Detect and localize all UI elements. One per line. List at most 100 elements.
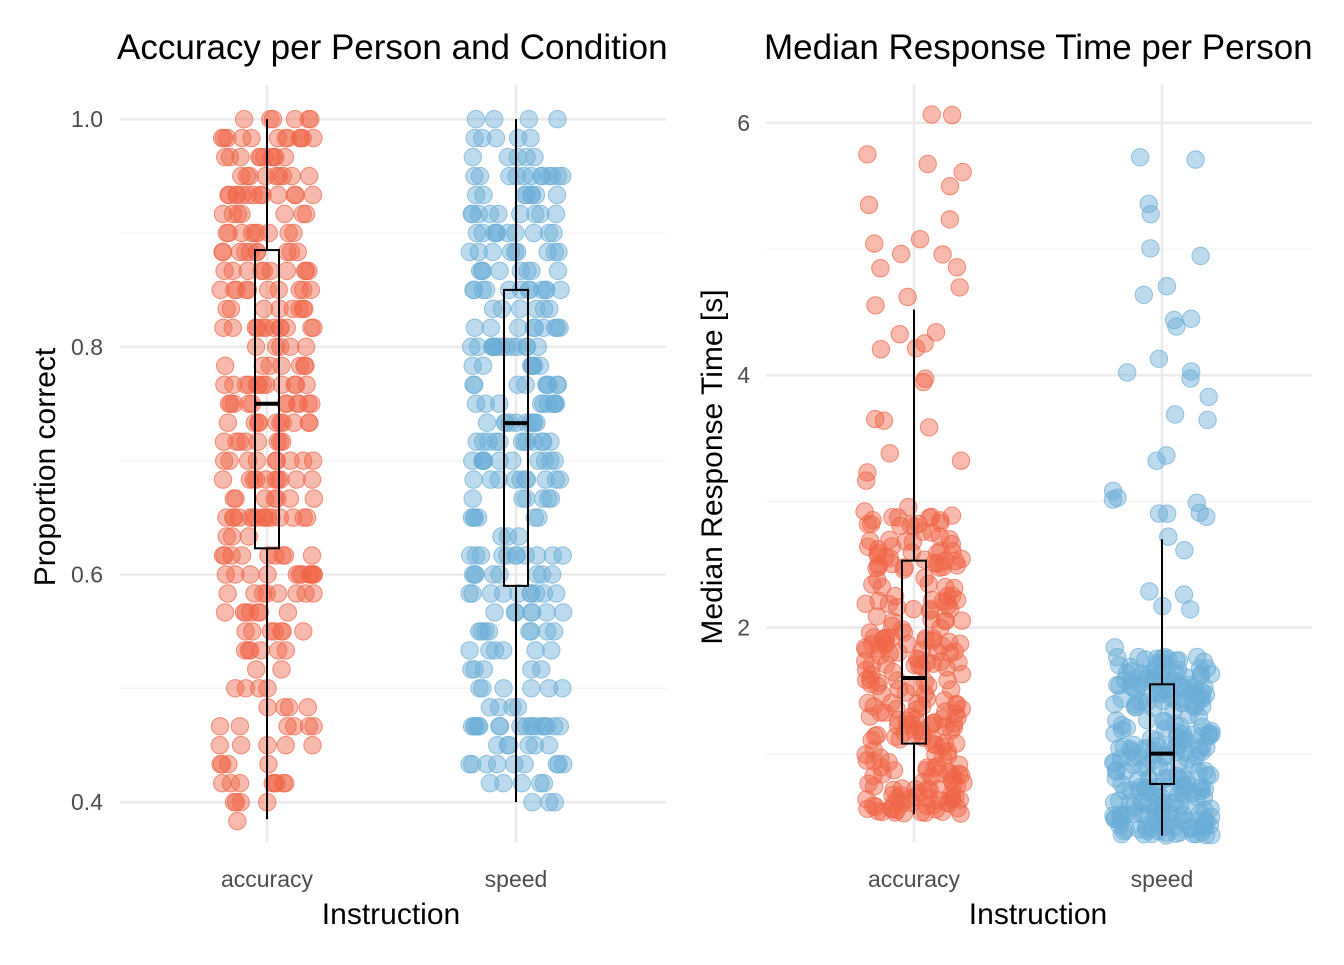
data-point-accuracy — [938, 742, 958, 761]
data-point-speed — [1183, 784, 1202, 803]
data-point-speed — [490, 261, 509, 281]
data-point-speed — [526, 185, 546, 205]
data-point-accuracy — [875, 548, 895, 567]
data-point-speed — [461, 546, 480, 565]
data-point-accuracy — [239, 527, 259, 546]
data-point-accuracy — [857, 471, 876, 490]
data-point-speed — [486, 432, 506, 451]
x-tick-label: speed — [485, 866, 548, 892]
data-point-accuracy — [273, 166, 293, 186]
data-point-accuracy — [251, 641, 270, 660]
data-point-speed — [1169, 784, 1189, 803]
data-point-speed — [469, 204, 488, 224]
data-point-accuracy — [272, 375, 291, 394]
data-point-accuracy — [892, 794, 912, 813]
data-point-accuracy — [217, 299, 236, 319]
data-point-speed — [473, 128, 492, 148]
data-point-speed — [517, 470, 537, 489]
data-point-speed — [553, 166, 572, 186]
data-point-accuracy — [278, 603, 298, 622]
data-point-speed — [470, 679, 489, 698]
data-point-speed — [1158, 504, 1177, 523]
data-point-speed — [1157, 446, 1176, 465]
data-point-accuracy — [880, 444, 899, 463]
data-point-accuracy — [276, 641, 295, 660]
data-point-accuracy — [299, 394, 318, 413]
data-point-speed — [1181, 369, 1200, 388]
data-point-accuracy — [242, 128, 261, 148]
data-point-speed — [1110, 656, 1129, 675]
data-point-accuracy — [923, 590, 942, 610]
data-point-speed — [532, 394, 551, 413]
data-point-accuracy — [298, 698, 317, 717]
data-point-accuracy — [946, 552, 965, 571]
data-point-accuracy — [863, 634, 882, 654]
data-point-speed — [488, 736, 507, 755]
data-point-accuracy — [221, 394, 241, 413]
y-tick-labels: 0.4 0.6 0.8 1.0 — [71, 106, 103, 815]
data-point-speed — [1154, 711, 1173, 731]
data-point-accuracy — [290, 356, 310, 375]
data-point-speed — [500, 166, 519, 186]
data-point-accuracy — [906, 339, 926, 358]
data-point-accuracy — [231, 147, 250, 167]
data-point-speed — [1191, 246, 1210, 266]
data-point-speed — [487, 337, 507, 356]
data-point-speed — [536, 280, 556, 300]
data-point-accuracy — [218, 413, 238, 432]
data-point-accuracy — [215, 261, 234, 281]
data-point-speed — [484, 565, 503, 584]
data-point-accuracy — [217, 508, 236, 527]
data-point-accuracy — [247, 660, 266, 679]
data-point-accuracy — [241, 603, 260, 622]
data-point-accuracy — [224, 375, 243, 394]
data-point-speed — [1146, 659, 1166, 678]
data-point-accuracy — [273, 432, 292, 451]
data-point-accuracy — [914, 372, 933, 392]
data-point-speed — [476, 394, 495, 413]
data-point-accuracy — [915, 568, 934, 588]
data-point-speed — [1193, 778, 1212, 797]
data-point-speed — [1159, 768, 1178, 788]
data-point-speed — [466, 546, 486, 565]
data-point-speed — [515, 755, 534, 774]
data-point-accuracy — [940, 210, 959, 229]
data-point-accuracy — [890, 325, 909, 344]
data-point-speed — [532, 166, 551, 186]
data-point-accuracy — [936, 611, 956, 631]
data-point-speed — [516, 375, 535, 394]
data-point-accuracy — [888, 508, 908, 527]
data-point-accuracy — [951, 804, 970, 823]
data-point-speed — [494, 641, 513, 660]
data-point-accuracy — [235, 641, 255, 660]
data-point-speed — [521, 584, 540, 603]
data-point-speed — [466, 110, 486, 129]
data-point-speed — [460, 584, 479, 603]
data-point-speed — [510, 299, 530, 319]
data-point-speed — [525, 147, 544, 167]
data-point-accuracy — [294, 622, 313, 641]
data-point-accuracy — [213, 470, 233, 489]
data-point-accuracy — [864, 766, 883, 786]
data-point-accuracy — [294, 280, 313, 300]
data-point-accuracy — [295, 356, 314, 375]
data-point-accuracy — [894, 623, 913, 642]
data-point-accuracy — [866, 296, 885, 315]
data-point-accuracy — [279, 698, 299, 717]
data-point-speed — [474, 660, 494, 679]
data-point-accuracy — [286, 185, 305, 205]
data-point-speed — [554, 755, 573, 774]
chart-title: Median Response Time per Person — [764, 28, 1313, 67]
data-point-speed — [470, 622, 489, 641]
data-point-speed — [483, 242, 502, 262]
data-point-accuracy — [255, 147, 274, 167]
data-point-accuracy — [227, 185, 247, 205]
chart-title: Accuracy per Person and Condition — [117, 28, 668, 67]
x-axis-title: Instruction — [322, 898, 460, 931]
data-point-accuracy — [218, 584, 237, 603]
data-point-accuracy — [256, 470, 276, 489]
data-point-accuracy — [869, 555, 888, 574]
data-point-accuracy — [940, 177, 960, 196]
data-point-accuracy — [230, 717, 250, 736]
data-point-speed — [473, 451, 493, 470]
